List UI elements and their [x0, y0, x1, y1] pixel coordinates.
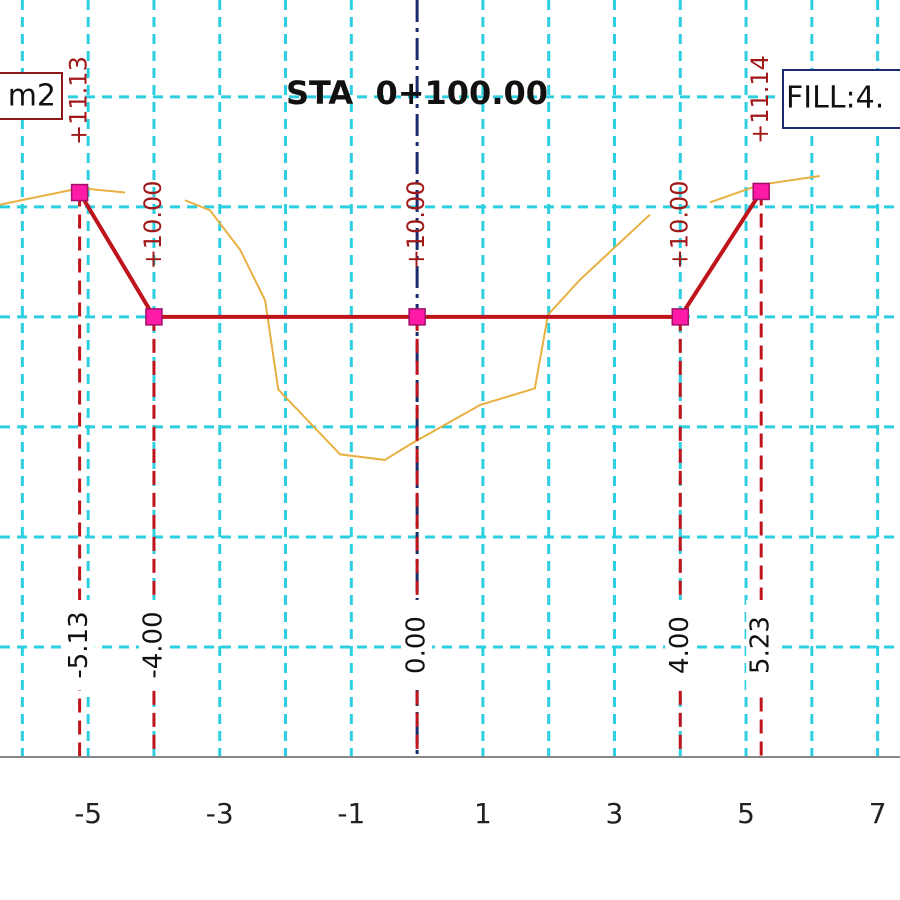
offset-label-bg — [402, 600, 433, 690]
offset-label: -4.00 — [138, 611, 168, 678]
chart-title: STA 0+100.00 — [286, 74, 548, 112]
marker — [145, 308, 163, 326]
offset-label: 5.23 — [746, 616, 776, 674]
fill-box-text: FILL:4. — [786, 81, 884, 116]
x-tick-label: 7 — [869, 797, 887, 830]
offset-label-bg — [746, 600, 777, 690]
offset-label-bg — [64, 600, 95, 690]
x-tick-label: -1 — [337, 797, 365, 830]
x-tick-label: -3 — [206, 797, 234, 830]
elevation-label: +10.00 — [665, 180, 693, 269]
elevation-label: +11.14 — [746, 55, 774, 144]
offset-label-bg — [138, 600, 169, 690]
x-tick-label: 5 — [737, 797, 755, 830]
marker — [408, 308, 426, 326]
offset-label: 4.00 — [665, 616, 695, 674]
x-tick-label: 1 — [474, 797, 492, 830]
elevation-label: +10.00 — [139, 180, 167, 269]
fill-box — [782, 69, 900, 129]
offset-label: 0.00 — [402, 616, 432, 674]
area-box-text: m2 — [8, 79, 56, 114]
x-tick-label: 3 — [606, 797, 624, 830]
marker — [752, 182, 770, 201]
x-tick-label: -5 — [74, 797, 102, 830]
marker — [70, 183, 89, 202]
elevation-label: +11.13 — [65, 56, 93, 145]
marker — [671, 308, 690, 326]
elevation-label: +10.00 — [402, 180, 430, 269]
offset-label: -5.13 — [64, 611, 94, 678]
area-box — [0, 72, 63, 120]
offset-label-bg — [665, 600, 696, 690]
plot: -5.13 +11.13 -4.00 +10.00 0.00 +10.00 4.00 +10.… — [0, 0, 820, 757]
